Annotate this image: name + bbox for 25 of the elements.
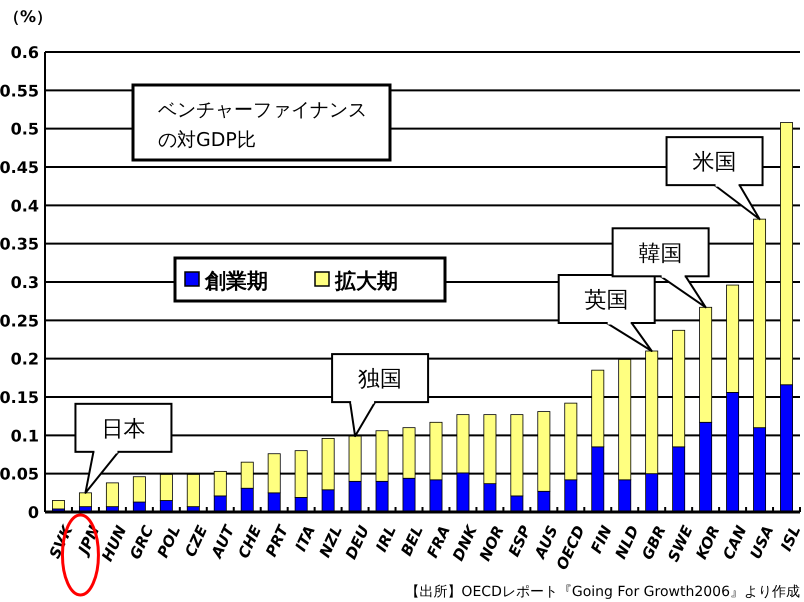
annotation: 日本 [101,416,146,442]
y-tick-label: 0.6 [10,43,39,62]
y-tick-label: 0.1 [10,426,39,446]
y-axis-title: （%） [4,7,52,26]
x-tick-label: ISL [777,522,804,554]
legend-label: 拡大期 [334,269,398,293]
y-tick-label: 0.3 [10,273,39,292]
y-tick-label: 0.5 [10,120,39,139]
y-tick-label: 0.25 [0,311,39,330]
y-tick-label: 0.05 [0,464,39,484]
y-tick-label: 0.4 [10,196,39,216]
annotation: 米国 [692,150,737,176]
y-tick-label: 0.55 [0,81,39,100]
legend-label: 創業期 [204,269,268,293]
y-tick-label: 0.45 [0,158,39,177]
text: ベンチャーファイナンスの対GDP比 [158,99,367,151]
y-tick-label: 0.2 [10,350,39,369]
x-tick-label: IRL [372,522,400,555]
annotation: 独国 [358,367,402,392]
annotation: 英国 [584,288,629,313]
y-tick-label: 0.15 [0,388,39,407]
y-tick-label: 0 [28,503,39,522]
text: 【出所】OECDレポート『Going For Growth2006』より作成 [405,584,800,600]
annotation: 韓国 [638,241,683,266]
y-tick-label: 0.35 [0,234,39,254]
